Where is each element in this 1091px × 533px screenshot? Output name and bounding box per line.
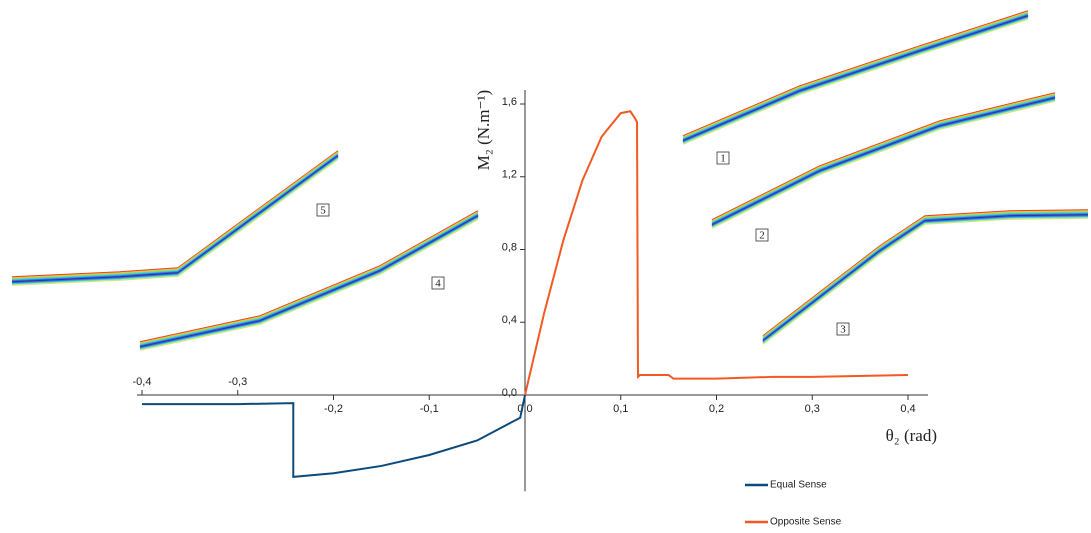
beam-layer <box>682 11 1029 138</box>
x-tick-label: -0,3 <box>228 376 247 388</box>
beam-layer <box>139 212 479 345</box>
y-tick-label: 1,2 <box>502 169 517 181</box>
beam-layer <box>11 155 339 283</box>
beam-layer <box>711 95 1056 224</box>
annotation-box <box>716 151 730 165</box>
beam-layer <box>139 216 479 349</box>
beam-layer <box>139 215 479 348</box>
beam-layer <box>762 217 1089 345</box>
y-tick-label: 0,4 <box>502 314 517 326</box>
beam-layer <box>11 152 339 280</box>
beam-layer <box>711 98 1056 227</box>
beam-layer <box>762 209 1089 337</box>
beam-layer <box>711 92 1056 221</box>
beam-layer <box>762 215 1089 343</box>
x-tick-label: 0,4 <box>900 403 915 415</box>
y-tick-label: 1,6 <box>502 96 517 108</box>
beam-layer <box>139 211 479 344</box>
beam-layer <box>682 16 1029 143</box>
beam-layer <box>762 214 1089 342</box>
annotation-box <box>431 276 445 290</box>
beam-layer <box>762 216 1089 344</box>
y-tick-label: 0,0 <box>502 387 517 399</box>
annotation: 1 <box>720 153 726 165</box>
y-axis-label: M₂ (N.m⁻¹) <box>474 90 493 170</box>
annotation: 4 <box>435 278 441 290</box>
beam-layer <box>711 100 1056 229</box>
beam-layer <box>11 150 339 278</box>
beam-layer <box>711 96 1056 225</box>
beam-layer <box>762 211 1089 339</box>
annotation-box <box>755 228 769 242</box>
x-tick-label: -0,2 <box>324 403 343 415</box>
line-series <box>524 110 909 396</box>
beam-layer <box>11 151 339 279</box>
beam-layer <box>11 157 339 285</box>
beam-layer <box>711 99 1056 228</box>
beam-layer <box>682 12 1029 139</box>
beam-layer <box>139 214 479 347</box>
beam-layer <box>139 218 479 351</box>
beam-layer <box>682 10 1029 137</box>
annotation: 3 <box>840 324 846 336</box>
x-tick-label: 0,0 <box>517 403 532 415</box>
beam-layer <box>762 213 1089 341</box>
beam-layer <box>11 154 339 282</box>
beam-layer <box>682 13 1029 140</box>
beam-layer <box>11 153 339 281</box>
beam-layer <box>682 18 1029 145</box>
x-tick-label: 0,3 <box>805 403 820 415</box>
annotation-box <box>316 203 330 217</box>
annotation: 5 <box>320 205 326 217</box>
y-tick-label: 0,8 <box>502 241 517 253</box>
beam-layer <box>711 97 1056 226</box>
beam-layer <box>139 213 479 346</box>
beam-layer <box>682 17 1029 144</box>
beam-layer <box>711 94 1056 223</box>
beam-layer <box>139 217 479 350</box>
x-tick-label: 0,1 <box>613 403 628 415</box>
beam-layer <box>682 14 1029 141</box>
legend-label: Equal Sense <box>770 480 827 491</box>
beam-layer <box>11 156 339 284</box>
beam-layer <box>139 210 479 343</box>
x-axis-label: θ₂ (rad) <box>886 426 937 445</box>
annotation-box <box>836 322 850 336</box>
beam-layer <box>11 158 339 286</box>
line-series <box>142 394 526 478</box>
beam-layer <box>682 15 1029 142</box>
legend-label: Opposite Sense <box>770 517 842 528</box>
beam-layer <box>762 212 1089 340</box>
beam-layer <box>762 210 1089 338</box>
x-tick-label: -0,1 <box>420 403 439 415</box>
annotation: 2 <box>759 230 765 242</box>
x-tick-label: -0,4 <box>133 376 152 388</box>
beam-layer <box>711 93 1056 222</box>
x-tick-label: 0,2 <box>709 403 724 415</box>
